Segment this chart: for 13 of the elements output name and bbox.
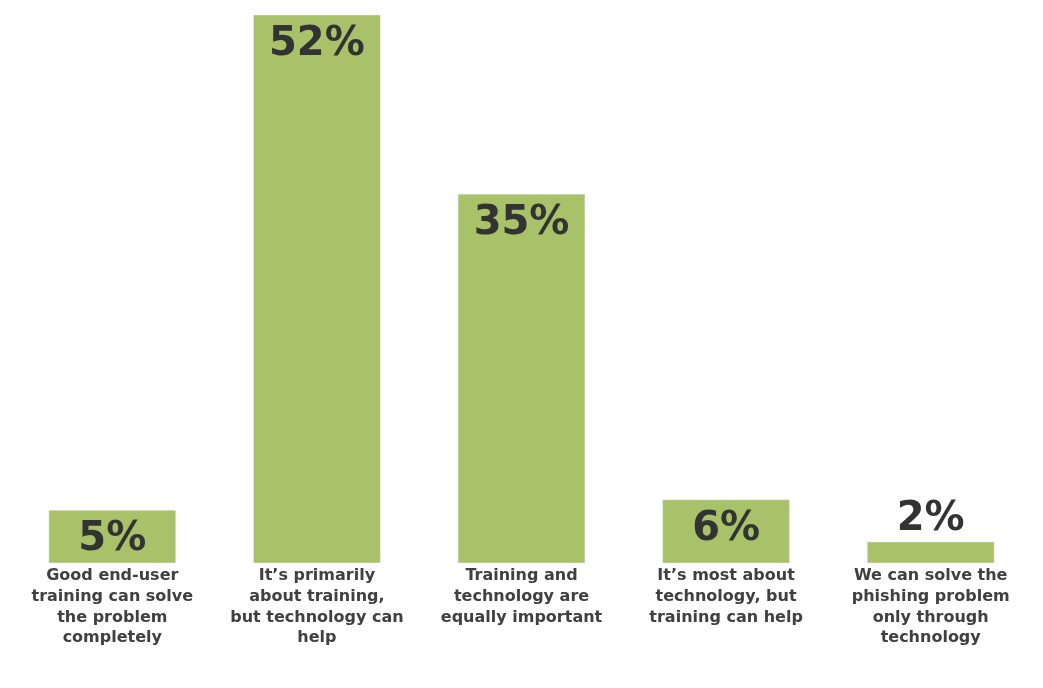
bar [457, 193, 586, 563]
x-tick-label: It’s primarily about training, but technology can help [230, 565, 404, 647]
data-label: 2% [896, 492, 965, 539]
x-tick-label: It’s most about technology, but training can help [649, 565, 803, 626]
x-tick-label: Good end-user training can solve the problem completely [31, 565, 194, 647]
bar [867, 541, 995, 563]
bar [253, 15, 381, 563]
data-label: 52% [269, 18, 365, 64]
data-label: 5% [78, 513, 147, 560]
data-label: 35% [473, 197, 570, 244]
x-tick-label: Training and technology are equally important [440, 565, 603, 626]
data-label: 6% [692, 502, 761, 549]
x-tick-label: We can solve the phishing problem only through technology [851, 565, 1010, 647]
